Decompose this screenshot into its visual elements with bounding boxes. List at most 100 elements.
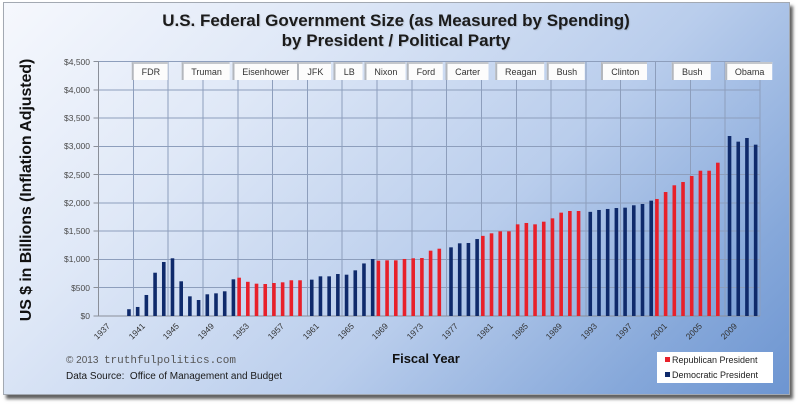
bar-democratic-1997 — [623, 207, 627, 316]
bar-democratic-1948 — [196, 300, 201, 316]
bar-democratic-2012 — [753, 144, 758, 316]
legend-label-republican: Republican President — [672, 355, 758, 365]
copyright-text: © 2013 — [66, 355, 104, 366]
bar-republican-1981 — [481, 235, 485, 316]
bar-republican-1990 — [559, 212, 563, 316]
y-tick-label: $2,000 — [64, 197, 90, 208]
bar-republican-1969 — [376, 260, 381, 316]
bar-democratic-1943 — [153, 272, 157, 316]
bar-democratic-1999 — [640, 203, 645, 316]
y-tick-label: $3,500 — [64, 113, 90, 124]
bar-democratic-1980 — [475, 239, 479, 316]
legend-swatch-republican — [665, 357, 670, 362]
y-tick-label: $3,000 — [64, 141, 90, 152]
y-tick-label: $1,500 — [64, 226, 90, 237]
bar-democratic-2011 — [745, 137, 749, 316]
bar-republican-1983 — [498, 231, 503, 316]
bar-democratic-1979 — [466, 242, 471, 316]
y-tick-label: $500 — [71, 282, 90, 293]
bar-democratic-2010 — [736, 141, 741, 316]
bar-democratic-1952 — [231, 279, 236, 316]
bar-republican-2008 — [716, 162, 720, 316]
y-axis-title: US $ in Billions (Inflation Adjusted) — [18, 58, 35, 322]
bar-republican-1971 — [393, 260, 398, 316]
bar-republican-2007 — [707, 170, 711, 316]
bar-democratic-1977 — [449, 247, 453, 316]
bar-republican-1986 — [524, 222, 529, 316]
bar-democratic-1995 — [605, 208, 610, 316]
president-label-clinton: Clinton — [601, 62, 648, 80]
bar-republican-1957 — [272, 283, 276, 316]
bar-democratic-1961 — [309, 279, 314, 316]
president-label-nixon: Nixon — [364, 62, 406, 80]
bar-democratic-1967 — [362, 263, 366, 316]
bar-republican-1955 — [254, 283, 259, 316]
legend: Republican President Democratic Presiden… — [657, 352, 773, 383]
y-tick-label: $2,500 — [64, 169, 90, 180]
bar-republican-2005 — [689, 176, 694, 316]
bar-democratic-1951 — [222, 291, 227, 316]
bar-democratic-2000 — [649, 200, 653, 316]
president-label-eisenhower: Eisenhower — [232, 62, 298, 80]
chart-title: U.S. Federal Government Size (as Measure… — [162, 11, 630, 30]
bar-republican-1989 — [550, 218, 555, 316]
bar-republican-1976 — [437, 248, 442, 316]
bar-democratic-1940 — [127, 309, 131, 316]
y-tick-label: $1,000 — [64, 254, 90, 265]
bar-republican-1982 — [489, 233, 494, 316]
bar-republican-1953 — [237, 277, 241, 316]
copyright-line: © 2013 truthfulpolitics.com — [66, 355, 236, 367]
bar-democratic-1998 — [631, 205, 636, 316]
bar-democratic-1978 — [457, 243, 462, 316]
bar-democratic-1993 — [588, 211, 593, 316]
bar-democratic-1944 — [161, 261, 166, 316]
bar-republican-1973 — [411, 258, 415, 316]
bar-democratic-1968 — [370, 258, 375, 316]
data-source: Data Source: Office of Management and Bu… — [66, 371, 283, 382]
bar-republican-1954 — [246, 281, 250, 316]
y-tick-label: $4,500 — [64, 56, 90, 67]
bar-republican-1985 — [515, 224, 520, 316]
president-label-bush: Bush — [671, 62, 711, 80]
bar-democratic-1996 — [614, 208, 619, 316]
president-label-jfk: JFK — [297, 62, 332, 80]
bar-republican-1958 — [280, 282, 285, 316]
chart-subtitle: by President / Political Party — [281, 31, 511, 50]
bar-republican-1991 — [568, 211, 572, 316]
x-axis-title: Fiscal Year — [392, 351, 460, 366]
legend-label-democratic: Democratic President — [672, 370, 759, 380]
bar-democratic-1949 — [205, 294, 210, 316]
bar-republican-1956 — [263, 284, 268, 316]
president-label-obama: Obama — [724, 62, 773, 80]
president-label-truman: Truman — [181, 62, 230, 80]
bar-republican-1992 — [576, 211, 581, 316]
bar-republican-1959 — [289, 280, 294, 316]
bar-democratic-1965 — [344, 274, 349, 316]
bar-democratic-1950 — [214, 293, 218, 316]
bar-republican-1960 — [298, 280, 302, 316]
bar-democratic-1945 — [170, 258, 175, 316]
y-tick-label: $0 — [80, 311, 90, 321]
legend-item-democratic: Democratic President — [665, 369, 758, 381]
y-tick-label: $4,000 — [64, 84, 90, 95]
bar-republican-2002 — [663, 192, 668, 316]
bar-republican-1970 — [385, 260, 389, 316]
bar-democratic-1947 — [188, 296, 192, 316]
bar-republican-1972 — [402, 258, 407, 316]
bar-republican-2006 — [698, 170, 703, 316]
bar-republican-1975 — [428, 250, 433, 316]
bar-republican-2004 — [681, 182, 685, 316]
site-name: truthfulpolitics.com — [103, 355, 236, 367]
chart-title-block: U.S. Federal Government Size (as Measure… — [0, 11, 792, 51]
bar-democratic-1941 — [135, 306, 140, 316]
bar-democratic-1966 — [353, 270, 358, 316]
bar-democratic-1942 — [144, 294, 149, 316]
bar-democratic-1946 — [179, 281, 183, 316]
bar-republican-1984 — [507, 231, 511, 316]
legend-item-republican: Republican President — [665, 354, 758, 366]
president-label-ford: Ford — [406, 62, 444, 80]
bar-republican-2001 — [655, 198, 659, 316]
legend-swatch-democratic — [665, 372, 670, 377]
bar-republican-1988 — [541, 221, 546, 316]
